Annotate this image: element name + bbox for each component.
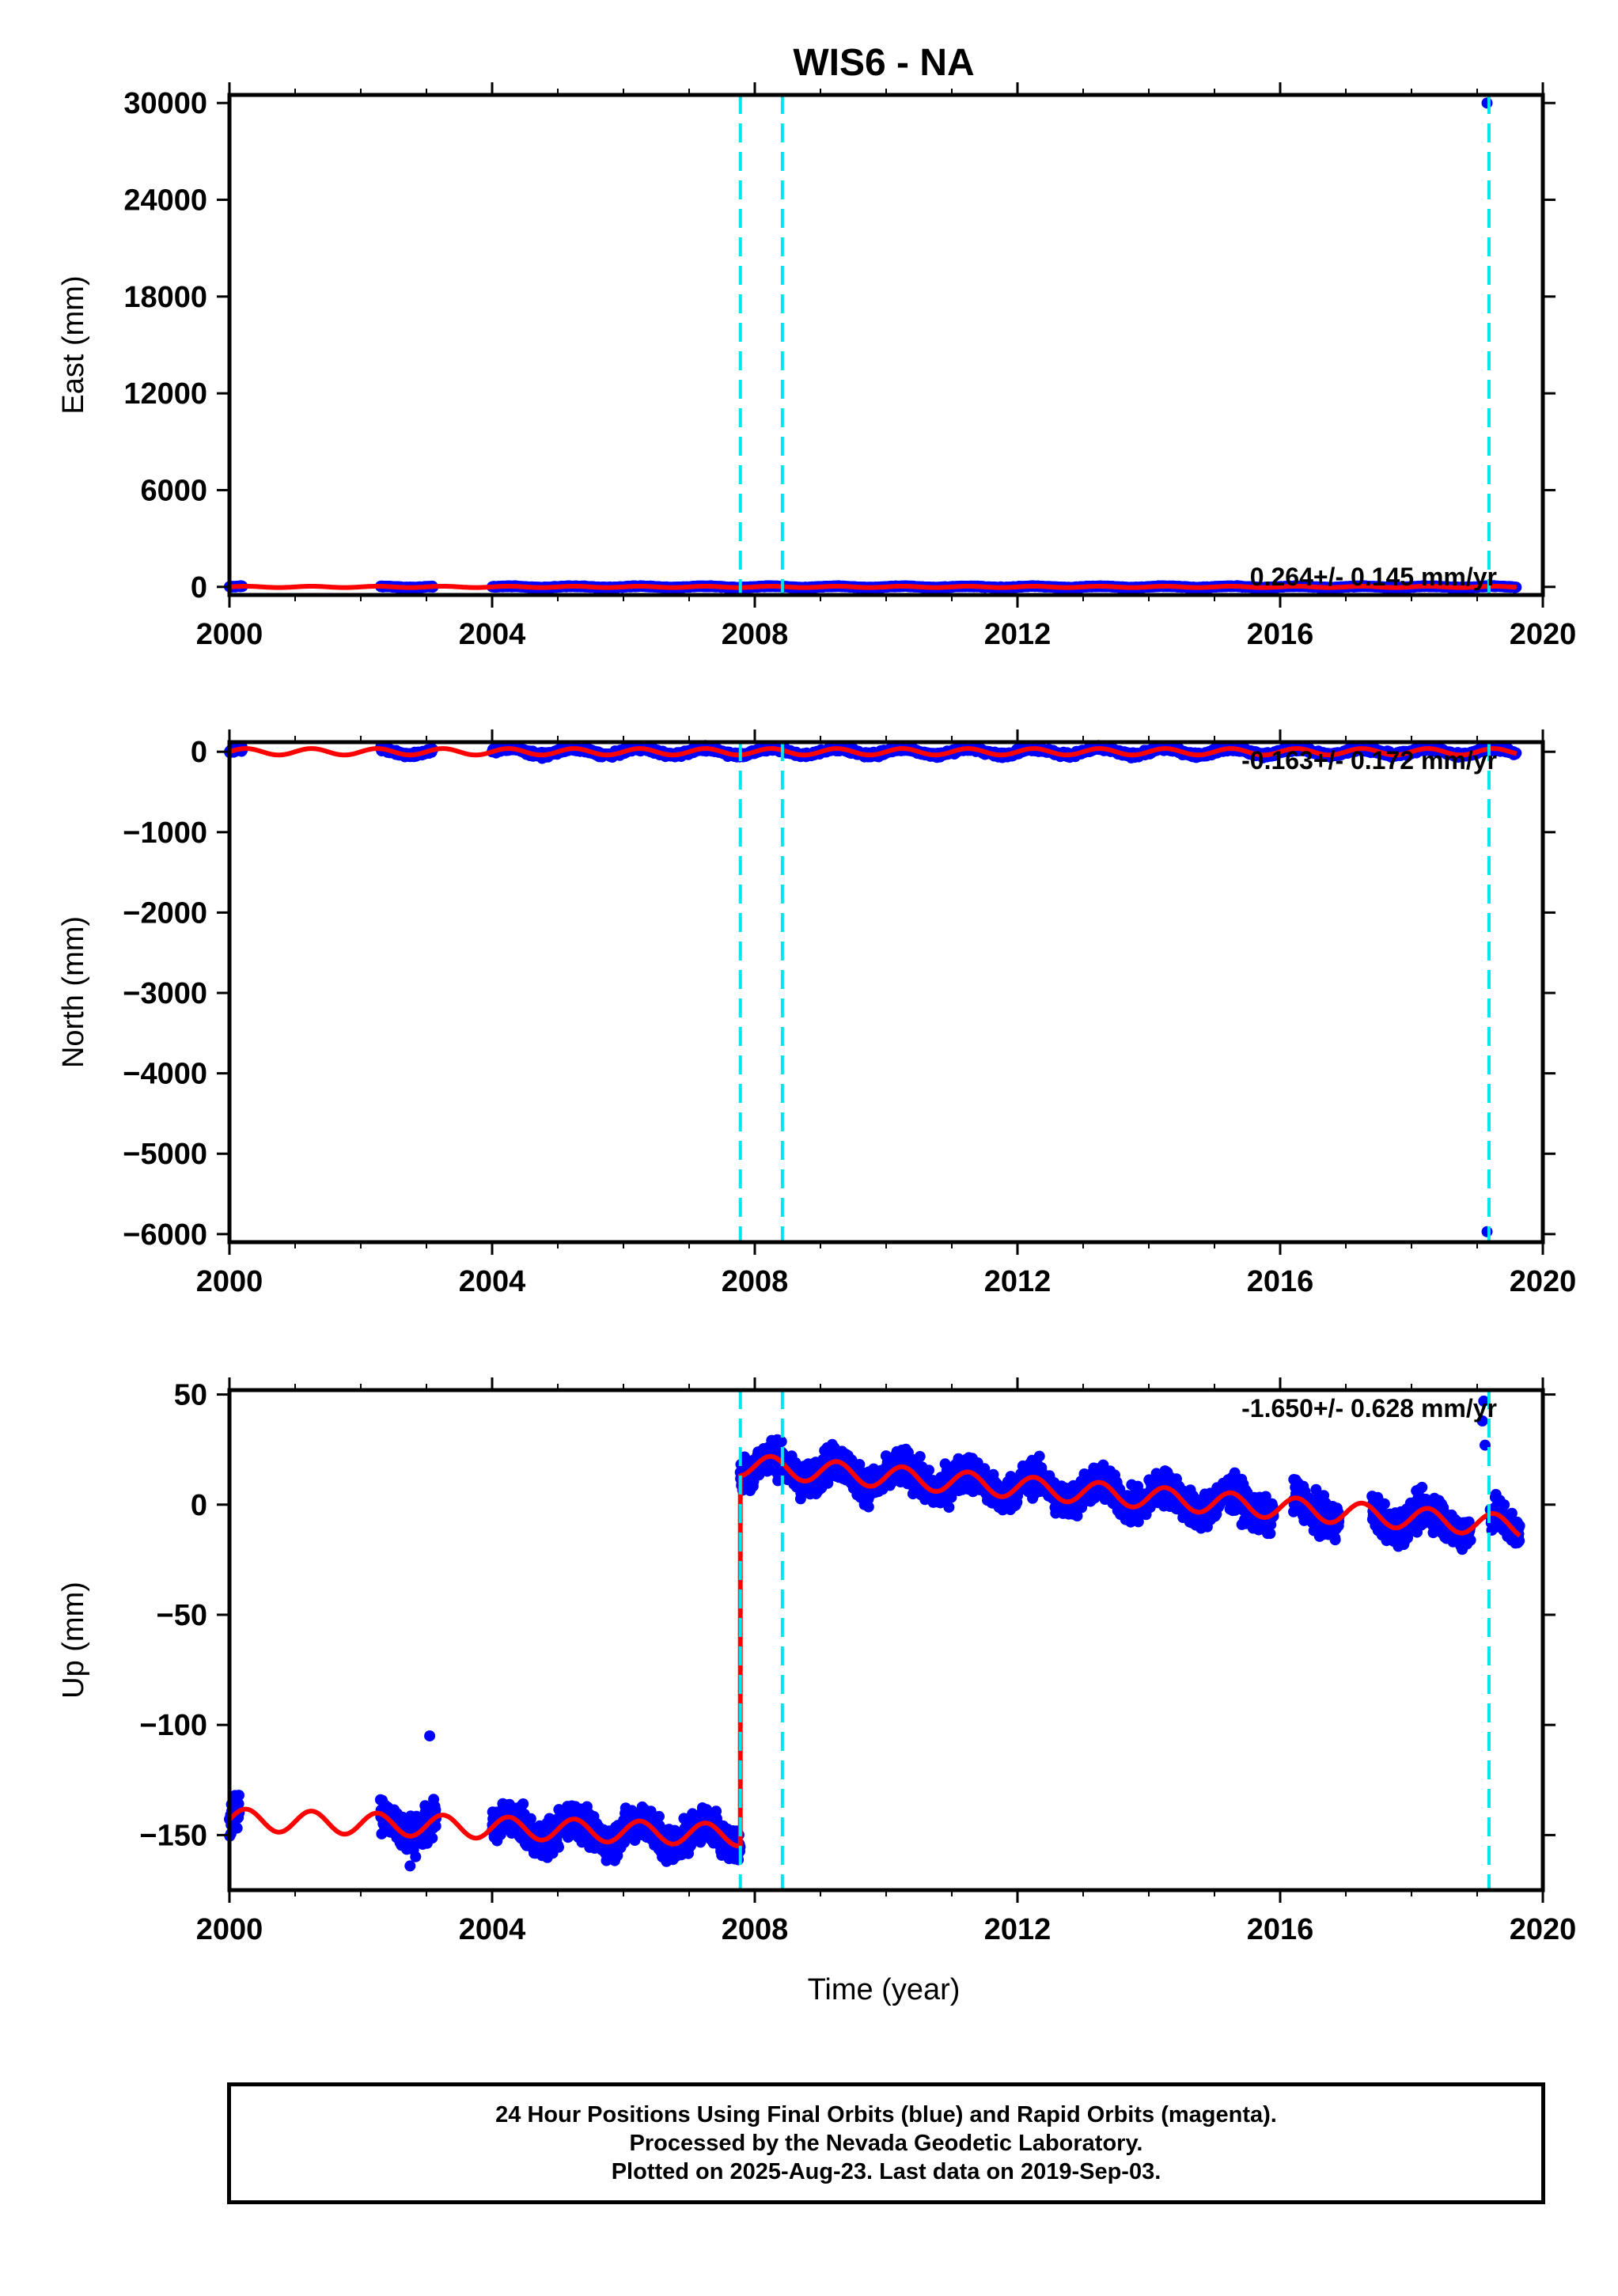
x-tick-label: 2004	[459, 618, 526, 651]
y-tick-label: 12000	[123, 377, 207, 411]
outlier-point	[1481, 97, 1493, 109]
x-tick-label: 2020	[1510, 618, 1577, 651]
plot-frame	[227, 93, 1545, 597]
x-tick-label: 2008	[722, 618, 789, 651]
east-panel: 2000 2004 2008 2012 2016 2020 0 6000 12000 18000 2…	[57, 82, 1576, 651]
north-panel: 2000 2004 2008 2012 2016 20200−1000−2000−3000…	[57, 729, 1576, 1298]
x-tick-label: 2016	[1247, 618, 1314, 651]
chart-title: WIS6 - NA	[793, 42, 974, 84]
data-points	[224, 740, 1522, 1237]
y-tick-label: 18000	[123, 281, 207, 314]
x-tick-label: 2012	[984, 618, 1052, 651]
y-axis-label: East (mm)	[57, 275, 90, 414]
data-points	[224, 97, 1522, 594]
y-tick-label: 0	[191, 571, 207, 604]
rate-label: 0.264+/- 0.145 mm/yr	[1250, 563, 1497, 591]
x-tick-label: 2000	[196, 618, 263, 651]
y-tick-label: 6000	[140, 474, 207, 507]
y-tick-label: 24000	[123, 184, 207, 218]
y-tick-label: 30000	[123, 87, 207, 120]
